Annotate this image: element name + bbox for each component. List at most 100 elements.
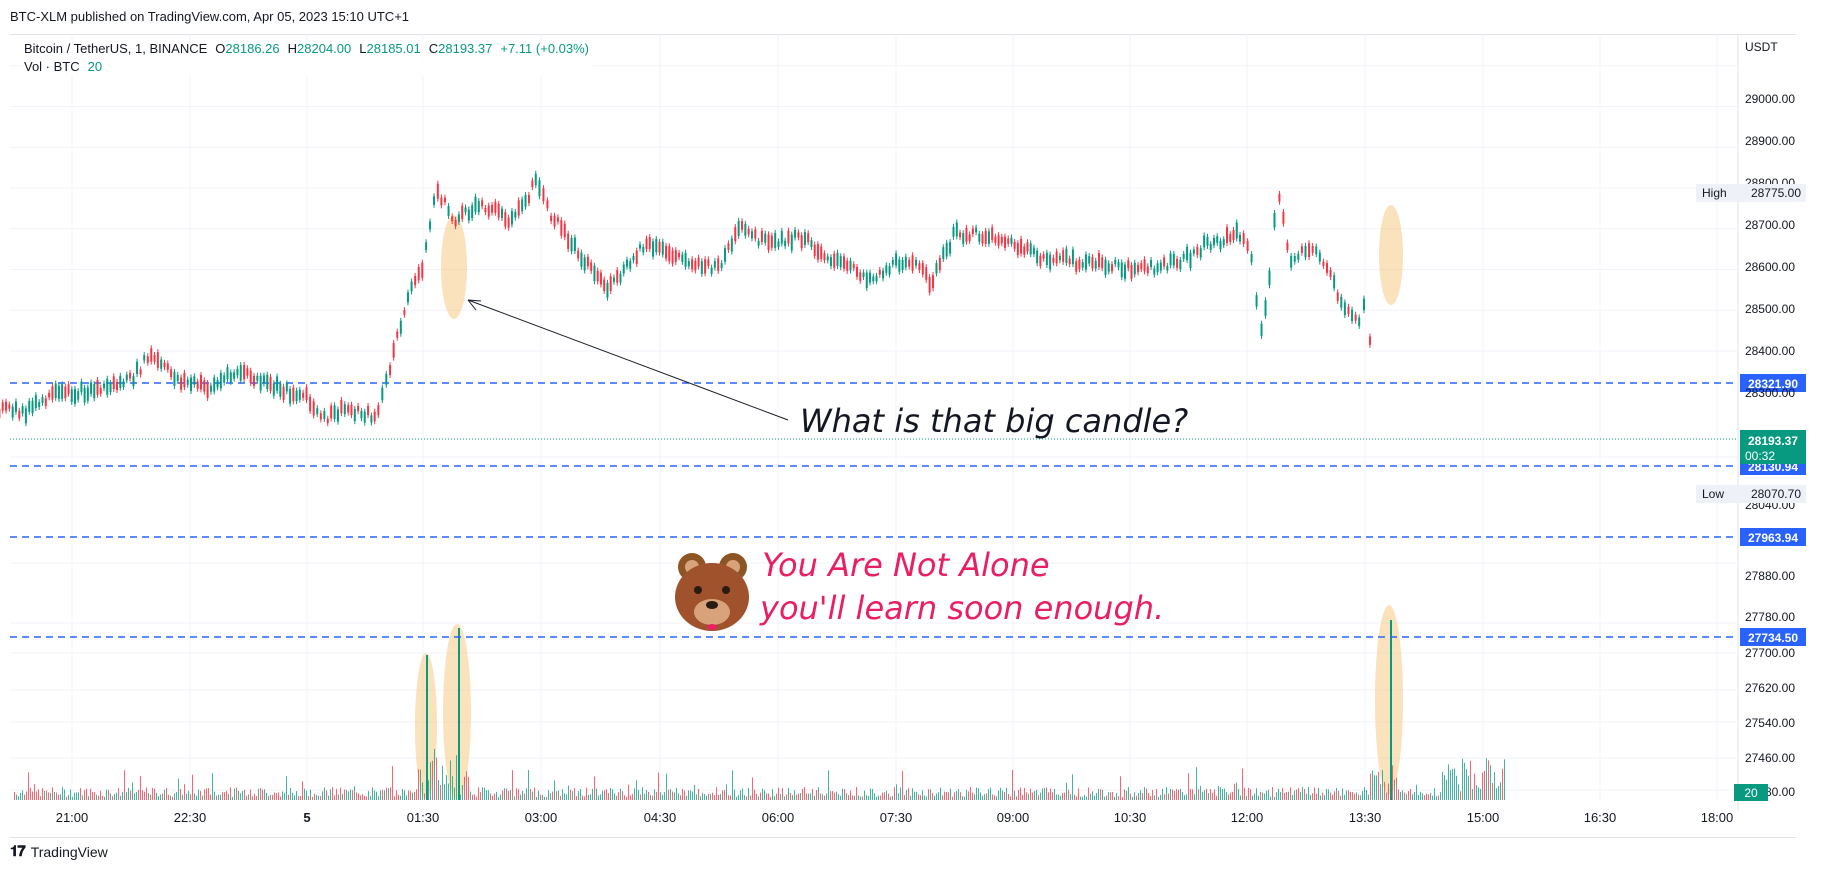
volume-bar <box>1342 788 1343 800</box>
volume-bar <box>1252 795 1253 800</box>
volume-bar <box>892 796 893 800</box>
candle-body <box>550 215 553 222</box>
volume-label: Vol · BTC <box>24 59 80 74</box>
price-tick-label: 28700.00 <box>1745 218 1795 232</box>
volume-bar <box>1108 792 1109 800</box>
volume-bar <box>86 788 87 800</box>
volume-bar <box>1104 796 1105 800</box>
candle-body <box>517 200 520 216</box>
candle-body <box>333 405 336 419</box>
candle-body <box>849 260 852 271</box>
chart-legend: Bitcoin / TetherUS, 1, BINANCE O28186.26… <box>20 40 594 76</box>
candle-body <box>928 276 931 293</box>
volume-bar <box>1498 786 1499 800</box>
tradingview-brand[interactable]: 𝟏𝟕 TradingView <box>10 843 108 860</box>
candle-body <box>1255 295 1258 307</box>
candle-body <box>1032 247 1035 255</box>
volume-bar <box>410 790 411 800</box>
volume-bar <box>276 793 277 800</box>
volume-row: Vol · BTC 20 <box>24 58 589 76</box>
volume-bar <box>760 792 761 800</box>
candle-body <box>648 237 651 250</box>
candle-body <box>888 265 891 275</box>
volume-bar <box>1248 787 1249 800</box>
volume-bar <box>684 790 685 800</box>
volume-bar <box>464 776 465 800</box>
bear-snout <box>694 599 730 625</box>
volume-bar <box>1110 792 1111 800</box>
volume-bar <box>1344 794 1345 800</box>
volume-bar <box>174 793 175 800</box>
volume-bar <box>1334 791 1335 800</box>
volume-bar <box>942 795 943 800</box>
volume-bar <box>148 793 149 800</box>
volume-bar <box>60 794 61 800</box>
volume-bar <box>1234 783 1235 800</box>
candle-body <box>1000 236 1003 244</box>
volume-bar <box>136 791 137 800</box>
volume-bar <box>716 787 717 800</box>
volume-bar <box>998 790 999 800</box>
volume-bar <box>1258 795 1259 800</box>
volume-tag-label: 20 <box>1744 786 1758 800</box>
volume-bar <box>1380 784 1381 800</box>
volume-bar <box>302 781 303 800</box>
volume-bar <box>972 792 973 800</box>
candle-body <box>1140 263 1143 270</box>
volume-bar <box>1146 788 1147 800</box>
candle-body <box>1325 263 1328 273</box>
message-line-2: you'll learn soon enough. <box>759 589 1164 627</box>
volume-bar <box>636 780 637 800</box>
volume-bar <box>354 786 355 800</box>
volume-bar <box>460 794 461 800</box>
volume-bar <box>880 795 881 800</box>
candle-body <box>671 250 674 264</box>
volume-bar <box>504 788 505 800</box>
volume-bar <box>1250 789 1251 800</box>
volume-bar <box>212 773 213 800</box>
candle-body <box>1004 236 1007 248</box>
volume-bar <box>750 795 751 800</box>
volume-bar <box>1106 795 1107 800</box>
volume-bar <box>826 793 827 800</box>
volume-bar <box>832 791 833 800</box>
volume-bar <box>902 771 903 800</box>
candle-body <box>997 235 1000 246</box>
volume-bar <box>604 790 605 800</box>
volume-bar <box>1228 794 1229 800</box>
volume-bar <box>1330 792 1331 800</box>
candle-body <box>901 259 904 271</box>
candle-body <box>1114 259 1117 265</box>
volume-bar <box>756 793 757 800</box>
candle-body <box>1101 257 1104 269</box>
volume-bar <box>420 769 421 800</box>
candle-body <box>454 219 457 227</box>
volume-bar <box>870 788 871 800</box>
volume-bar <box>930 789 931 800</box>
candle-body <box>865 272 868 288</box>
volume-bar <box>94 792 95 800</box>
marker-name: Low <box>1702 487 1724 501</box>
volume-bar <box>1360 795 1361 800</box>
volume-bar <box>586 787 587 800</box>
volume-bar <box>338 794 339 800</box>
volume-bar <box>168 794 169 800</box>
volume-bar <box>1492 783 1493 800</box>
volume-bar <box>600 794 601 800</box>
volume-bar <box>934 795 935 800</box>
volume-bar <box>222 792 223 800</box>
volume-bar <box>110 793 111 800</box>
candle-body <box>1340 296 1343 308</box>
bear-eye-left <box>694 586 702 594</box>
volume-bar <box>258 788 259 800</box>
candle-body <box>1026 242 1029 252</box>
volume-bar <box>120 795 121 800</box>
candle-body <box>166 363 169 370</box>
volume-bar <box>1218 786 1219 800</box>
volume-bar <box>1264 793 1265 800</box>
volume-bar <box>468 776 469 800</box>
candle-body <box>289 389 292 404</box>
candle-body <box>163 362 166 368</box>
candle-body <box>399 320 402 334</box>
